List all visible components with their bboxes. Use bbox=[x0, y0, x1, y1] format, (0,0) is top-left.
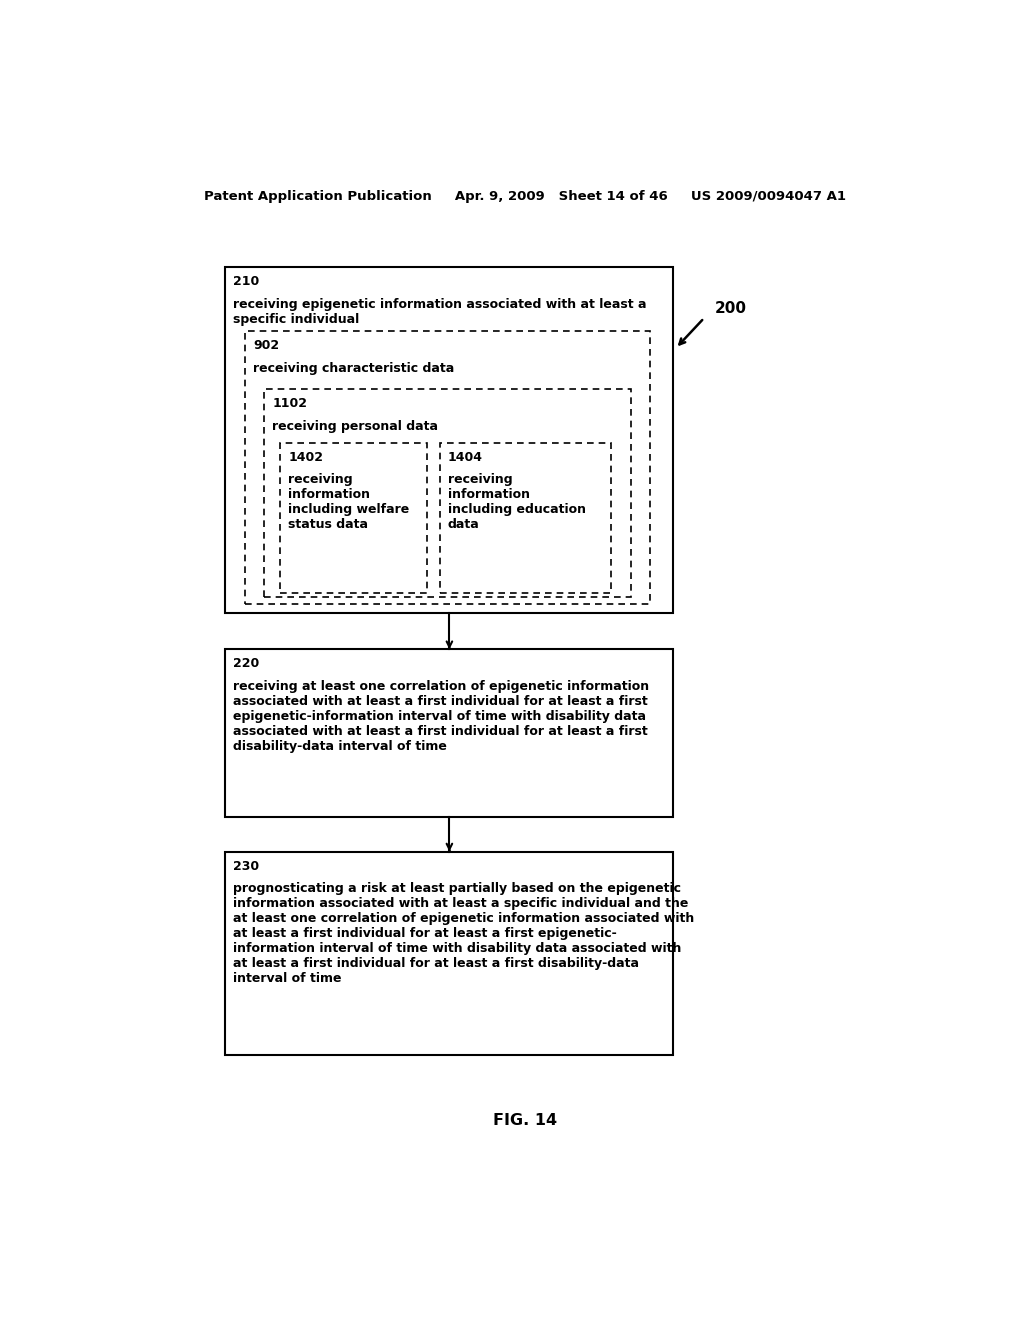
Text: 200: 200 bbox=[715, 301, 748, 317]
Text: prognosticating a risk at least partially based on the epigenetic
information as: prognosticating a risk at least partiall… bbox=[232, 882, 694, 985]
Text: Patent Application Publication     Apr. 9, 2009   Sheet 14 of 46     US 2009/009: Patent Application Publication Apr. 9, 2… bbox=[204, 190, 846, 202]
Text: receiving
information
including education
data: receiving information including educatio… bbox=[447, 474, 586, 532]
Text: 230: 230 bbox=[232, 859, 259, 873]
Text: receiving characteristic data: receiving characteristic data bbox=[253, 362, 455, 375]
Bar bbox=[225, 267, 673, 612]
Bar bbox=[281, 444, 427, 594]
Text: 1102: 1102 bbox=[272, 397, 307, 411]
Bar bbox=[264, 389, 631, 598]
Bar bbox=[225, 649, 673, 817]
Bar bbox=[225, 851, 673, 1055]
Text: receiving
information
including welfare
status data: receiving information including welfare … bbox=[289, 474, 410, 532]
Text: receiving epigenetic information associated with at least a
specific individual: receiving epigenetic information associa… bbox=[232, 297, 646, 326]
Text: 210: 210 bbox=[232, 276, 259, 288]
Text: 1402: 1402 bbox=[289, 451, 324, 465]
Text: 220: 220 bbox=[232, 657, 259, 671]
Text: FIG. 14: FIG. 14 bbox=[493, 1114, 557, 1129]
Text: receiving at least one correlation of epigenetic information
associated with at : receiving at least one correlation of ep… bbox=[232, 680, 649, 752]
Text: receiving personal data: receiving personal data bbox=[272, 420, 438, 433]
Text: 902: 902 bbox=[253, 339, 280, 352]
Text: 1404: 1404 bbox=[447, 451, 483, 465]
Bar bbox=[440, 444, 610, 594]
Bar bbox=[246, 331, 650, 603]
